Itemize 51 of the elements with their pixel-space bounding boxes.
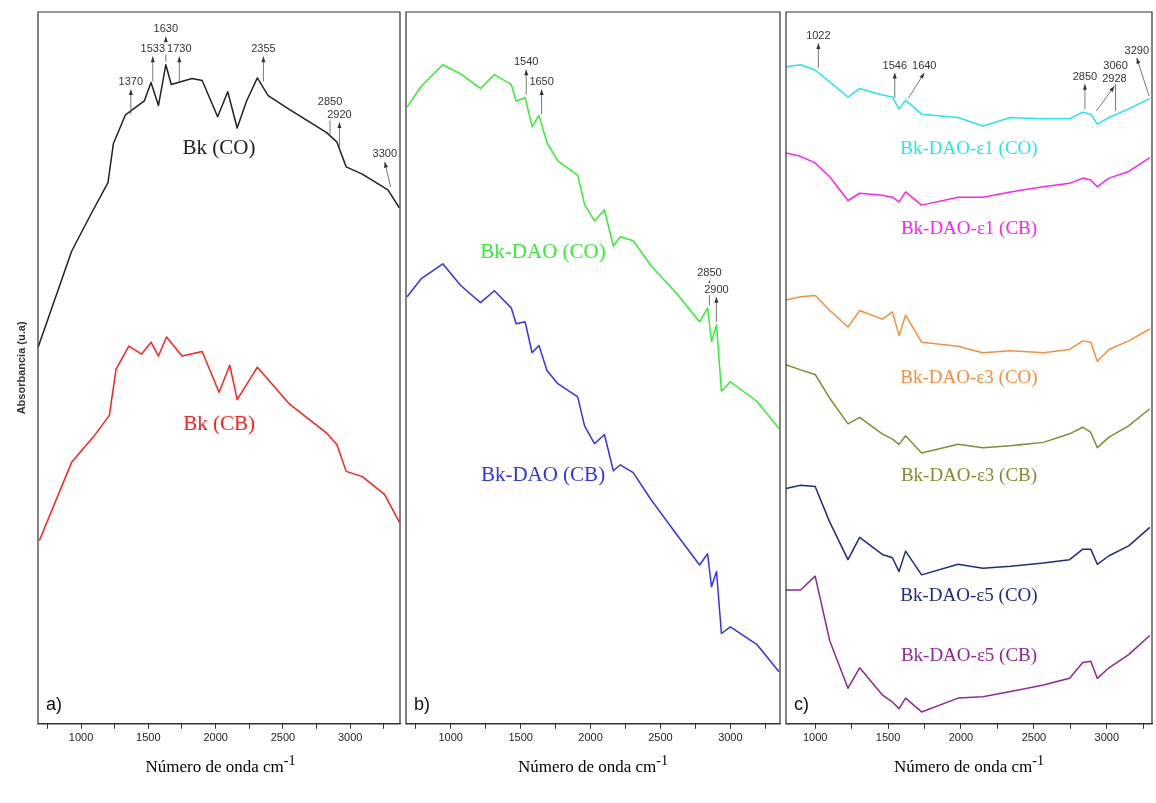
x-tick-label: 2000: [578, 731, 603, 744]
series-label: Bk-DAO (CB): [480, 462, 606, 487]
series-label: Bk-DAO-ε1 (CB): [900, 217, 1038, 240]
x-tick-label: 1000: [68, 731, 94, 744]
annotation: 1546: [882, 58, 908, 71]
series-label: Bk-DAO-ε3 (CB): [900, 464, 1038, 487]
x-tick-label: 2500: [1021, 731, 1047, 744]
annotation: 2850: [697, 266, 722, 279]
x-tick-label: 3000: [1094, 731, 1120, 744]
annotation: c): [794, 693, 809, 714]
x-tick-label: 1000: [438, 731, 463, 744]
annotation: 1022: [806, 28, 831, 41]
x-tick-label: 1500: [508, 731, 533, 744]
x-axis-title: Número de onda cm$^{-1}$: [892, 752, 1046, 777]
y-axis-title: Absorbancia (u.a): [15, 321, 28, 415]
annotation: 2850: [1072, 69, 1098, 82]
annotation: 2900: [704, 282, 729, 295]
annotation: b): [414, 693, 431, 714]
annotation: 1640: [912, 58, 937, 71]
annotation: a): [46, 693, 63, 714]
annotation: 3290: [1124, 43, 1150, 56]
x-axis-title: Número de onda cm$^{-1}$: [144, 752, 297, 777]
x-tick-label: 2500: [648, 731, 673, 744]
x-tick-label: 1500: [136, 731, 161, 744]
annotation: 1540: [514, 55, 539, 68]
x-tick-label: 3000: [337, 731, 363, 744]
annotation: 3300: [372, 147, 398, 160]
annotation: 2920: [327, 107, 352, 120]
annotation: 1533: [140, 42, 166, 55]
series-label: Bk-DAO-ε5 (CO): [900, 584, 1038, 607]
x-axis-title: Número de onda cm$^{-1}$: [516, 752, 670, 777]
annotation: 1650: [529, 74, 554, 87]
x-tick-label: 2000: [203, 731, 228, 744]
x-tick-label: 1500: [875, 731, 901, 744]
annotation: 1730: [167, 42, 192, 55]
annotation: 1370: [118, 74, 144, 87]
series-label: Bk (CB): [183, 410, 255, 435]
series-label: Bk (CO): [182, 135, 256, 160]
annotation: 2355: [251, 42, 276, 55]
x-tick-label: 2000: [948, 731, 974, 744]
series-label: Bk-DAO-ε1 (CO): [900, 137, 1038, 160]
annotation: 3060: [1103, 58, 1128, 71]
annotation: 2928: [1102, 71, 1127, 84]
x-tick-label: 3000: [718, 731, 743, 744]
series-label: Bk-DAO-ε3 (CO): [900, 366, 1038, 389]
x-tick-label: 1000: [802, 731, 828, 744]
series-label: Bk-DAO-ε5 (CB): [900, 644, 1038, 667]
annotation: 1630: [153, 22, 179, 35]
series-label: Bk-DAO (CO): [480, 239, 606, 264]
x-tick-label: 2500: [270, 731, 296, 744]
annotation: 2850: [317, 94, 343, 107]
